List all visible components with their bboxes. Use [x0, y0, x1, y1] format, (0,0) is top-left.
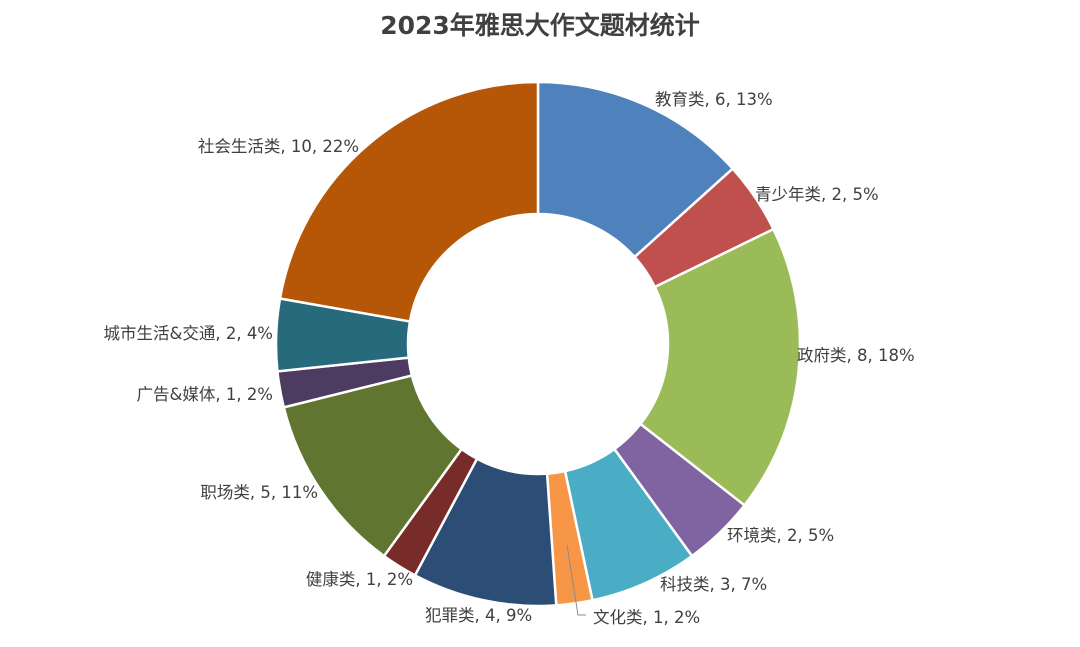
slice-label-8: 健康类, 1, 2%: [306, 570, 413, 589]
chart-title: 2023年雅思大作文题材统计: [380, 11, 700, 40]
slice-label-12: 社会生活类, 10, 22%: [198, 137, 359, 156]
slice-label-9: 职场类, 5, 11%: [200, 483, 318, 502]
slice-label-4: 环境类, 2, 5%: [727, 526, 834, 545]
slice-12: [278, 80, 540, 323]
slice-label-7: 犯罪类, 4, 9%: [425, 606, 532, 625]
slice-label-11: 城市生活&交通, 2, 4%: [103, 324, 273, 343]
slice-label-5: 科技类, 3, 7%: [660, 575, 767, 594]
slice-1: [536, 80, 735, 259]
leader-line: [566, 544, 586, 616]
slice-label-3: 政府类, 8, 18%: [797, 346, 915, 365]
slice-label-6: 文化类, 1, 2%: [593, 608, 700, 627]
slice-3: [638, 227, 802, 508]
slice-label-1: 教育类, 6, 13%: [655, 90, 773, 109]
slice-label-2: 青少年类, 2, 5%: [755, 185, 879, 204]
slice-label-10: 广告&媒体, 1, 2%: [136, 385, 273, 404]
